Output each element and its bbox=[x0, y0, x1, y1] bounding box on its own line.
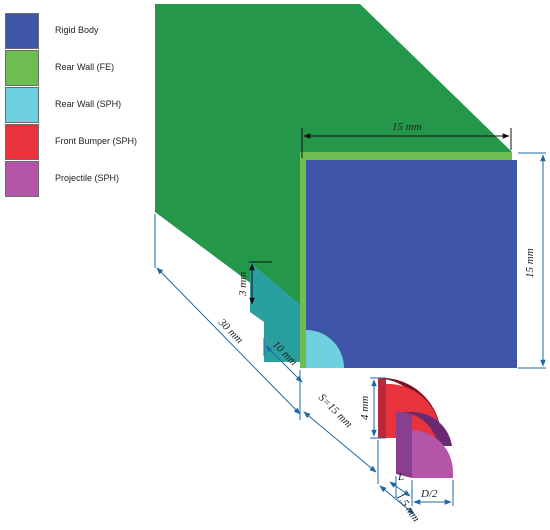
top-width-label: 15 mm bbox=[392, 121, 422, 133]
legend: Rigid Body Rear Wall (FE) Rear Wall (SPH… bbox=[5, 13, 145, 198]
legend-item-rigid-body: Rigid Body bbox=[5, 13, 145, 49]
projectile-top bbox=[396, 411, 452, 446]
rigid-body-face bbox=[306, 160, 517, 368]
legend-swatch-front-bumper-sph bbox=[5, 124, 39, 160]
bumper-gap-label: 1.5 mm bbox=[394, 491, 422, 524]
bumper-thickness-label: 4 mm bbox=[359, 396, 371, 420]
projectile-face bbox=[412, 430, 453, 478]
legend-swatch-rear-wall-sph bbox=[5, 87, 39, 123]
projectile-length-label: L bbox=[397, 471, 404, 483]
front-bumper-side bbox=[378, 378, 386, 438]
diagonal-dimension-line bbox=[156, 267, 301, 415]
rear-wall-sph-quarter-disk bbox=[306, 330, 344, 368]
standoff-label: S=15 mm bbox=[316, 392, 355, 431]
legend-item-rear-wall-sph: Rear Wall (SPH) bbox=[5, 87, 145, 123]
right-height-label: 15 mm bbox=[524, 248, 536, 278]
sph-thickness-label: 3 mm bbox=[237, 272, 249, 297]
legend-swatch-projectile-sph bbox=[5, 161, 39, 197]
standoff-dimension-line bbox=[303, 411, 377, 473]
diagonal-length-label: 30 mm bbox=[215, 316, 245, 346]
legend-swatch-rear-wall-fe bbox=[5, 50, 39, 86]
legend-item-rear-wall-fe: Rear Wall (FE) bbox=[5, 50, 145, 86]
legend-label: Rear Wall (FE) bbox=[55, 62, 115, 72]
legend-item-projectile-sph: Projectile (SPH) bbox=[5, 161, 145, 197]
projectile-radius-label: D/2 bbox=[420, 488, 438, 500]
legend-label: Rear Wall (SPH) bbox=[55, 99, 122, 109]
legend-label: Front Bumper (SPH) bbox=[55, 136, 138, 146]
projectile-side bbox=[396, 412, 412, 478]
legend-swatch-rigid-body bbox=[5, 13, 39, 49]
bumper-gap-dimension-line bbox=[379, 485, 415, 515]
legend-label: Projectile (SPH) bbox=[55, 173, 120, 183]
sph-radius-dimension-line bbox=[265, 345, 303, 383]
legend-item-front-bumper-sph: Front Bumper (SPH) bbox=[5, 124, 145, 160]
legend-label: Rigid Body bbox=[55, 25, 99, 35]
